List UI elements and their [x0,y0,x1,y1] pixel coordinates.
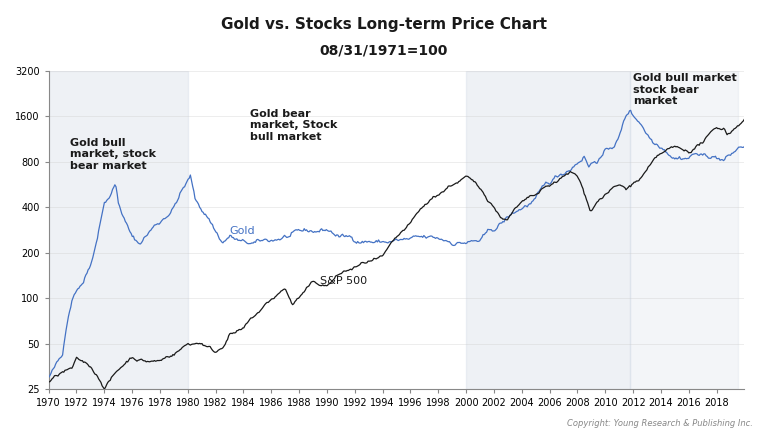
Text: Gold: Gold [230,226,255,236]
Text: Gold bull market
stock bear
market: Gold bull market stock bear market [633,73,737,106]
Text: 08/31/1971=100: 08/31/1971=100 [319,43,449,57]
Text: S&P 500: S&P 500 [320,276,367,286]
Text: Copyright: Young Research & Publishing Inc.: Copyright: Young Research & Publishing I… [567,419,753,428]
Bar [630,71,737,389]
Bar [48,71,188,389]
Text: Gold bull
market, stock
bear market: Gold bull market, stock bear market [70,137,156,171]
Text: Gold vs. Stocks Long-term Price Chart: Gold vs. Stocks Long-term Price Chart [221,17,547,32]
Text: Gold bear
market, Stock
bull market: Gold bear market, Stock bull market [250,108,338,142]
Bar [466,71,630,389]
